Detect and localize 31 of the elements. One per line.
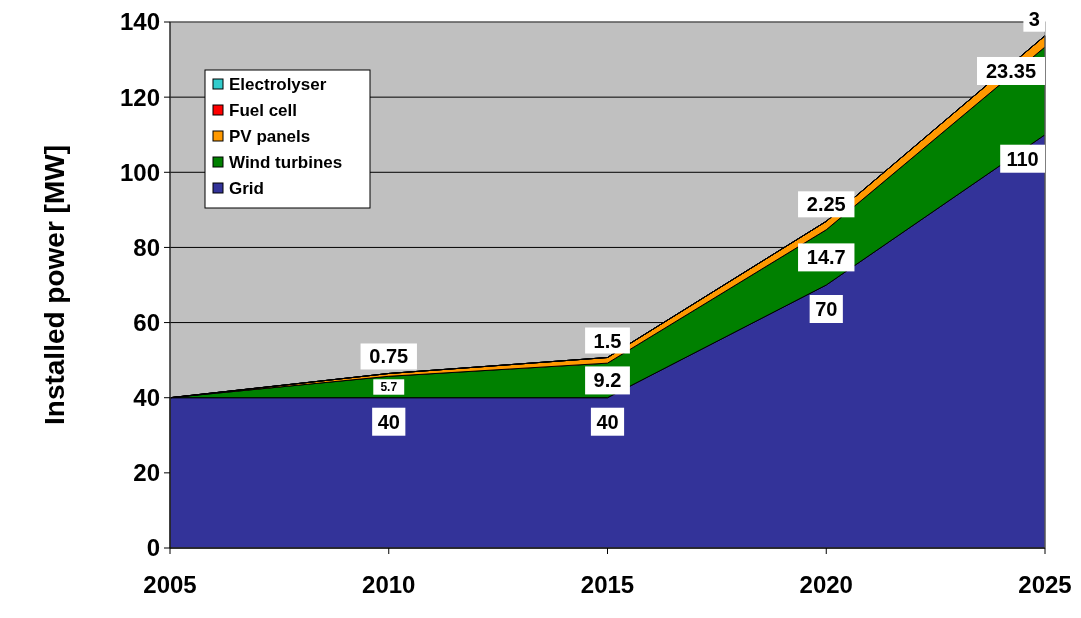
y-tick-label: 60 (133, 308, 160, 336)
data-label: 2.25 (806, 193, 846, 216)
y-tick-label: 0 (146, 534, 160, 562)
data-label: 40 (596, 410, 619, 433)
data-label: 5.7 (380, 380, 398, 395)
legend-label: PV panels (229, 126, 311, 146)
data-label: 70 (815, 298, 838, 320)
data-label: 23.35 (985, 59, 1037, 82)
y-tick-label: 20 (133, 459, 160, 487)
data-label: 0.75 (369, 345, 409, 368)
x-tick-label: 2010 (362, 571, 416, 598)
data-label: 14.7 (806, 246, 846, 269)
data-label: 40 (377, 410, 400, 433)
data-label: 110 (1006, 147, 1039, 170)
x-tick-label: 2020 (799, 571, 853, 598)
y-tick-label: 140 (119, 8, 160, 36)
y-tick-label: 80 (133, 233, 160, 261)
data-label: 9.2 (593, 369, 622, 392)
x-tick-label: 2005 (143, 571, 197, 598)
y-axis-title: Installed power [MW] (39, 145, 70, 425)
y-tick-label: 40 (133, 384, 160, 412)
legend-label: Grid (229, 178, 264, 198)
y-tick-label: 120 (119, 83, 160, 111)
data-label: 3 (1028, 7, 1040, 30)
legend-label: Fuel cell (229, 100, 298, 120)
data-label: 1.5 (593, 329, 622, 352)
y-tick-label: 100 (119, 158, 160, 186)
legend-label: Electrolyser (229, 74, 327, 94)
x-tick-label: 2025 (1018, 571, 1072, 598)
x-tick-label: 2015 (580, 571, 635, 598)
legend-label: Wind turbines (229, 152, 343, 172)
